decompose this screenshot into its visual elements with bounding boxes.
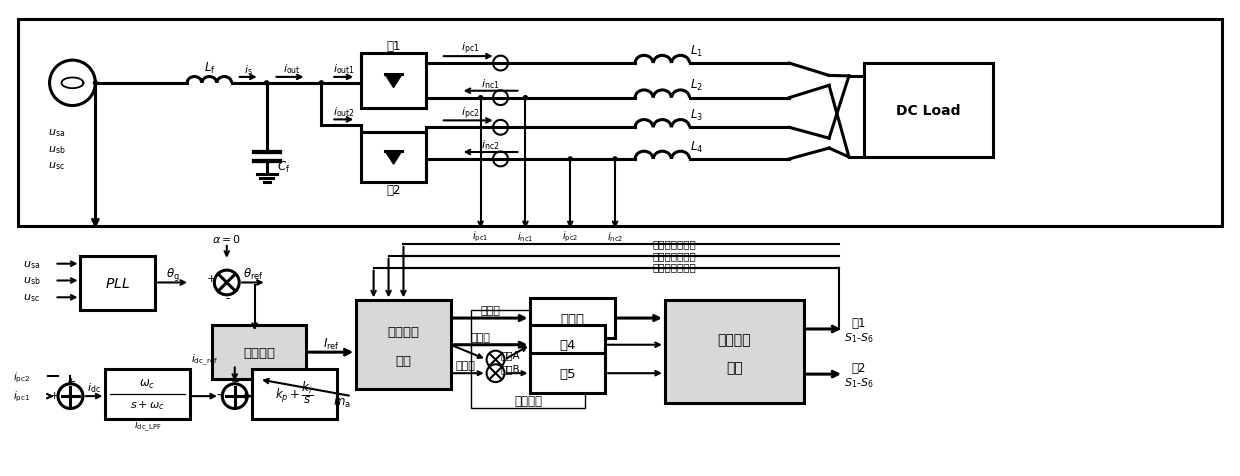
Text: $I_{\rm ref}$: $I_{\rm ref}$ [322, 336, 340, 351]
Text: -: - [226, 292, 229, 305]
Text: $\omega_c$: $\omega_c$ [139, 377, 156, 390]
Text: +: + [207, 273, 217, 283]
Text: $u_{\rm sc}$: $u_{\rm sc}$ [22, 292, 40, 304]
Text: $i_{\rm nc2}$: $i_{\rm nc2}$ [606, 229, 624, 243]
Text: 大矢量: 大矢量 [481, 306, 501, 316]
Circle shape [222, 384, 247, 408]
Text: +: + [67, 376, 76, 386]
Text: $s+\omega_c$: $s+\omega_c$ [130, 399, 165, 412]
Circle shape [486, 365, 505, 382]
Text: 表4: 表4 [559, 338, 575, 351]
Text: $L_{\rm f}$: $L_{\rm f}$ [205, 60, 216, 75]
Bar [361, 54, 425, 109]
Text: 参考矢量: 参考矢量 [243, 346, 275, 359]
Text: $L_4$: $L_4$ [689, 139, 703, 154]
Text: $i_{\rm pc1}$: $i_{\rm pc1}$ [461, 41, 480, 57]
Text: $i_{\rm pc1}$: $i_{\rm pc1}$ [12, 389, 30, 404]
Polygon shape [386, 75, 402, 88]
Text: 矢量顺序: 矢量顺序 [718, 333, 751, 347]
Bar [356, 301, 451, 389]
Bar [864, 64, 993, 158]
Text: +: + [231, 376, 241, 386]
Bar [531, 298, 615, 338]
Bar [212, 325, 306, 379]
Text: $u_{\rm sc}$: $u_{\rm sc}$ [47, 159, 64, 171]
Circle shape [264, 82, 269, 86]
Text: DC Load: DC Load [897, 104, 961, 118]
Text: $u_{\rm sb}$: $u_{\rm sb}$ [47, 144, 66, 156]
Bar [252, 370, 337, 419]
Text: $S_1$-$S_6$: $S_1$-$S_6$ [844, 376, 874, 389]
Circle shape [486, 351, 505, 369]
Circle shape [93, 82, 98, 86]
Bar [81, 256, 155, 310]
Text: 排序: 排序 [727, 360, 743, 374]
Circle shape [50, 61, 95, 106]
Text: $m_{\rm a}$: $m_{\rm a}$ [332, 396, 351, 409]
Text: $k_p + \dfrac{k_i}{s}$: $k_p + \dfrac{k_i}{s}$ [275, 378, 314, 405]
Text: $i_{\rm pc1}$: $i_{\rm pc1}$ [472, 229, 489, 244]
Text: 无冗余: 无冗余 [560, 312, 585, 325]
Text: $\alpha=0$: $\alpha=0$ [212, 232, 242, 245]
Text: $i_{\rm out1}$: $i_{\rm out1}$ [334, 62, 356, 76]
Text: $i_{\rm out2}$: $i_{\rm out2}$ [334, 105, 355, 119]
Circle shape [479, 97, 482, 100]
Circle shape [320, 82, 324, 86]
Circle shape [613, 158, 618, 161]
Bar [471, 310, 585, 408]
Text: 表5: 表5 [559, 367, 577, 380]
Text: $i_{\rm s}$: $i_{\rm s}$ [244, 63, 253, 77]
Text: 类型B: 类型B [501, 364, 521, 374]
Text: $L_3$: $L_3$ [691, 108, 703, 123]
Text: 桥2: 桥2 [852, 361, 867, 374]
Text: $S_1$-$S_6$: $S_1$-$S_6$ [844, 330, 874, 344]
Text: +: + [50, 390, 60, 400]
Text: $i_{\rm dc}$: $i_{\rm dc}$ [88, 380, 102, 394]
Text: $u_{\rm sb}$: $u_{\rm sb}$ [22, 275, 40, 287]
Text: $C_{\rm f}$: $C_{\rm f}$ [277, 160, 290, 175]
Circle shape [58, 384, 83, 408]
Text: 小矢量作用时间: 小矢量作用时间 [653, 262, 697, 272]
Text: $u_{\rm sa}$: $u_{\rm sa}$ [22, 258, 40, 270]
Text: 安秒平衡: 安秒平衡 [387, 325, 419, 338]
Bar [105, 370, 190, 419]
Text: $i_{\rm dc\_ref}$: $i_{\rm dc\_ref}$ [191, 352, 218, 367]
Bar [361, 133, 425, 182]
Text: $i_{\rm out}$: $i_{\rm out}$ [283, 62, 300, 76]
Text: $u_{\rm sa}$: $u_{\rm sa}$ [47, 127, 64, 139]
Text: $i_{\rm nc1}$: $i_{\rm nc1}$ [517, 229, 533, 243]
Text: 中矢量作用时间: 中矢量作用时间 [653, 250, 697, 260]
Text: -: - [216, 388, 221, 402]
Text: 均流控制: 均流控制 [513, 395, 542, 407]
Text: $i_{\rm pc2}$: $i_{\rm pc2}$ [461, 105, 480, 121]
Text: $i_{\rm pc2}$: $i_{\rm pc2}$ [12, 369, 30, 384]
Text: 类型A: 类型A [501, 350, 521, 360]
Text: 桥1: 桥1 [852, 316, 867, 329]
Circle shape [215, 270, 239, 295]
Circle shape [523, 97, 527, 100]
Text: 桥1: 桥1 [387, 40, 401, 53]
Polygon shape [386, 152, 402, 165]
Bar [531, 354, 605, 393]
Text: $\theta_{\rm ref}$: $\theta_{\rm ref}$ [243, 267, 264, 281]
Text: $L_1$: $L_1$ [691, 44, 703, 59]
Bar [17, 20, 1223, 227]
Text: $\theta_{\rm g}$: $\theta_{\rm g}$ [166, 266, 180, 282]
Text: 小矢量: 小矢量 [456, 360, 476, 370]
Text: 中矢量: 中矢量 [471, 332, 491, 342]
Text: 原理: 原理 [396, 355, 412, 367]
Text: $i_{\rm dc\_LPF}$: $i_{\rm dc\_LPF}$ [134, 418, 161, 434]
Bar [665, 301, 805, 403]
Text: 大矢量作用时间: 大矢量作用时间 [653, 238, 697, 248]
Text: $i_{\rm nc1}$: $i_{\rm nc1}$ [481, 77, 500, 90]
Text: $i_{\rm pc2}$: $i_{\rm pc2}$ [562, 229, 578, 244]
Text: $i_{\rm nc2}$: $i_{\rm nc2}$ [481, 138, 500, 152]
Circle shape [568, 158, 572, 161]
Bar [531, 325, 605, 365]
Text: 桥2: 桥2 [387, 184, 401, 197]
Text: $PLL$: $PLL$ [105, 277, 130, 290]
Text: $L_2$: $L_2$ [691, 78, 703, 93]
